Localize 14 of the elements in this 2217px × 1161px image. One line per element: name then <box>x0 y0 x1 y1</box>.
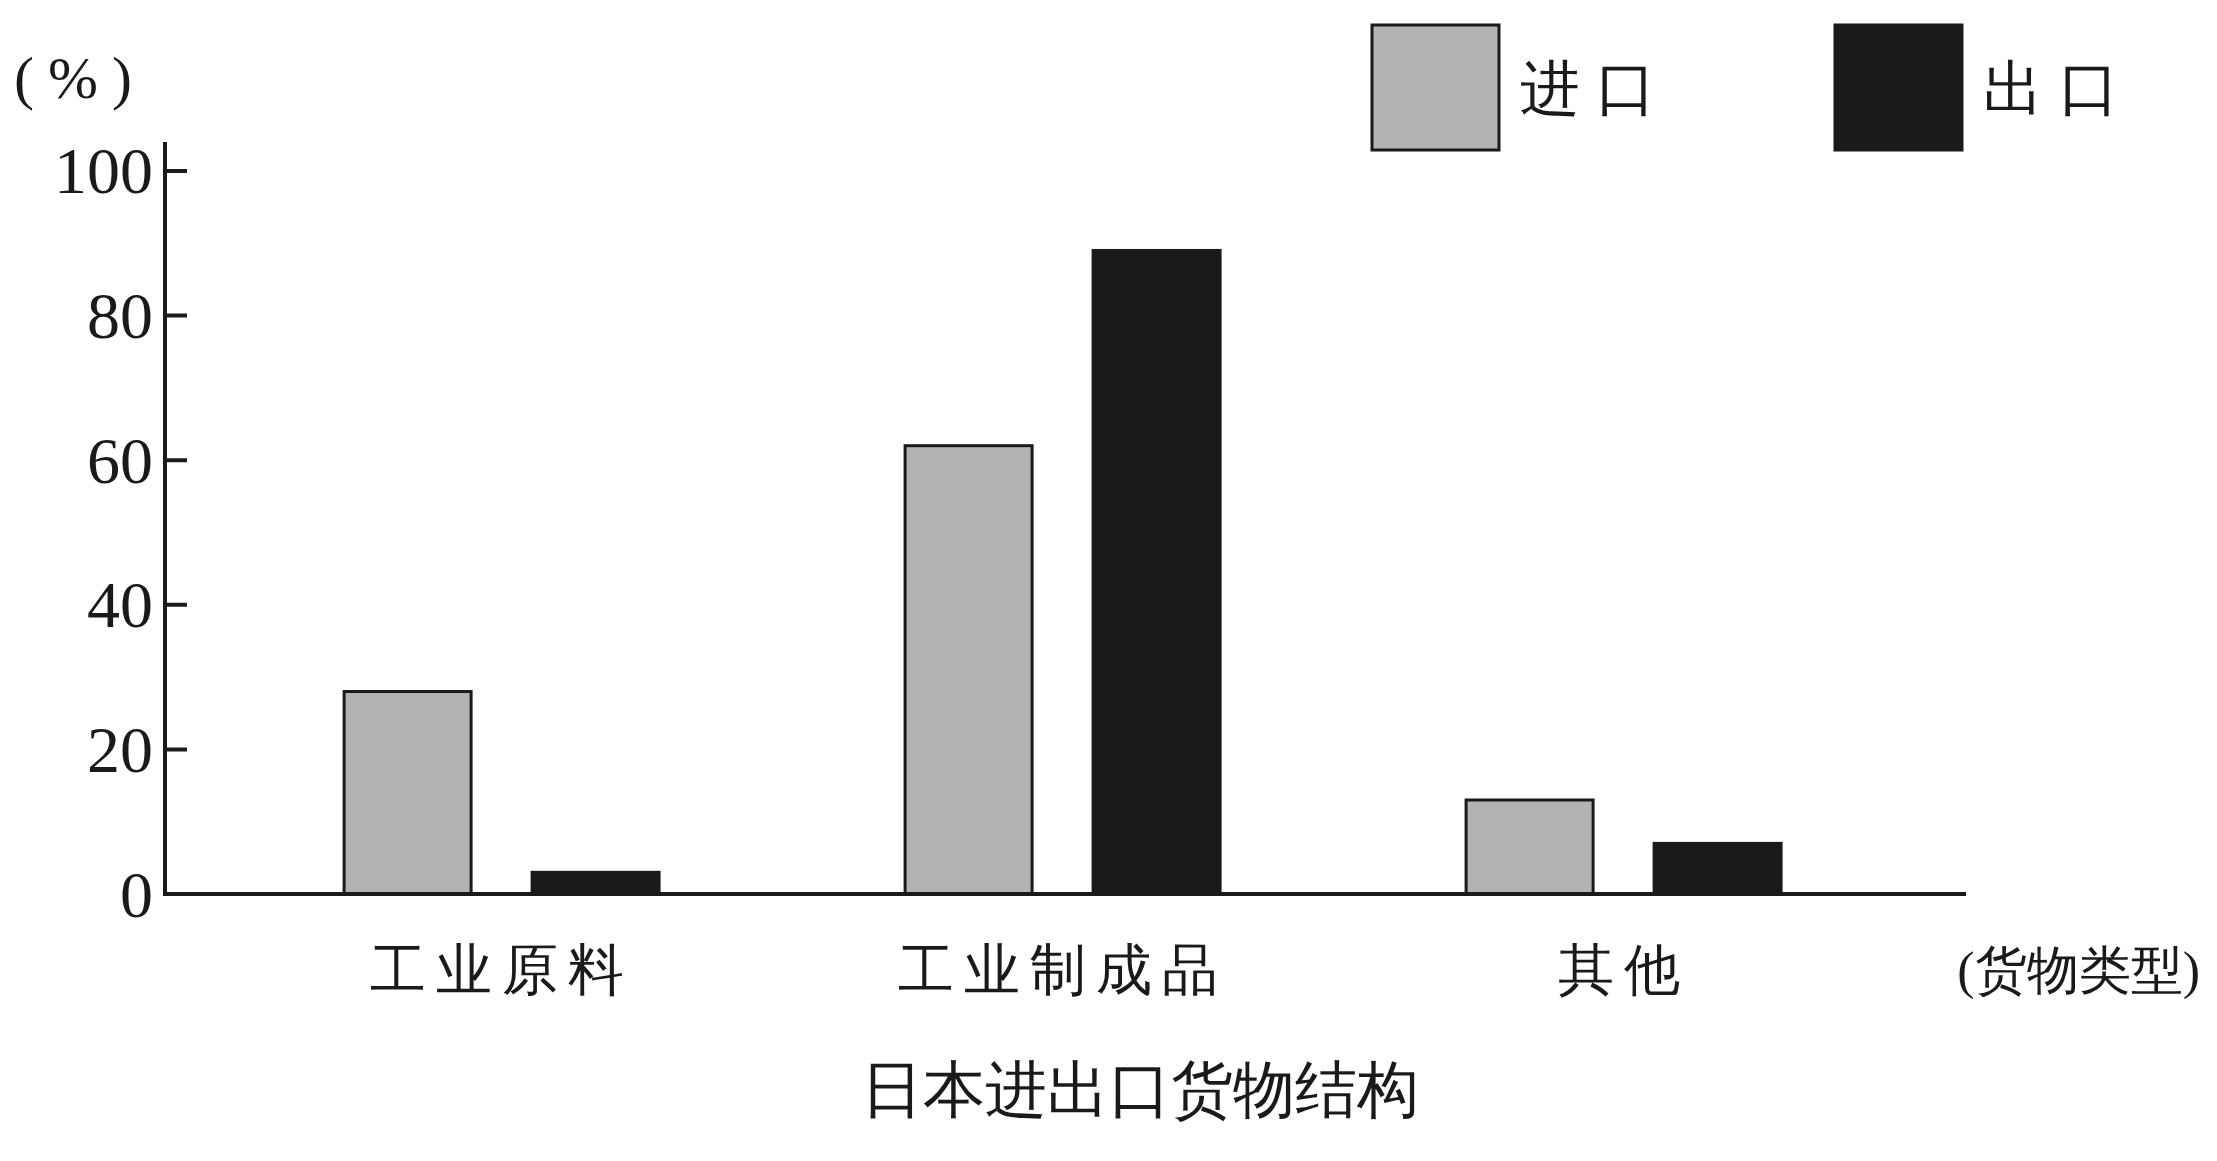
y-tick-label: 80 <box>87 279 153 353</box>
y-tick-label: 20 <box>87 712 153 786</box>
x-tick-label: 其他 <box>1557 939 1690 1001</box>
legend-label: 出口 <box>1983 56 2135 122</box>
x-axis-title: (货物类型) <box>1957 941 2200 1000</box>
y-tick-label: 0 <box>120 857 153 931</box>
x-tick-label: 工业制成品 <box>897 939 1228 1001</box>
text: 日本进出口货物结构 <box>861 1056 1419 1124</box>
y-tick-label: 60 <box>87 423 153 497</box>
y-tick-label: 100 <box>54 134 153 208</box>
legend-label: 进口 <box>1520 56 1672 122</box>
y-tick-label: 40 <box>87 568 153 642</box>
y-axis-title: (%) <box>14 45 146 111</box>
x-tick-label: 工业原料 <box>369 939 634 1001</box>
